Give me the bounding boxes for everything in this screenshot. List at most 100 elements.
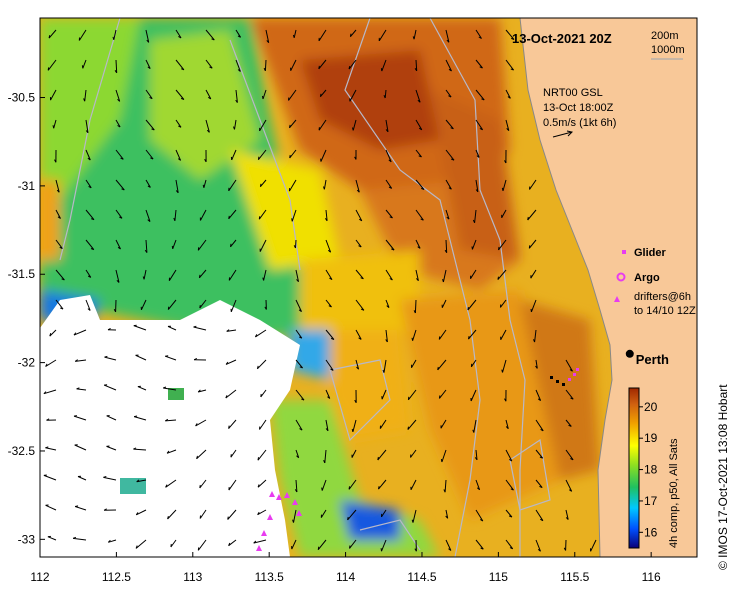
current-vector bbox=[385, 329, 388, 342]
current-vector-head bbox=[356, 189, 360, 193]
current-vector bbox=[140, 299, 147, 311]
current-vector-head bbox=[163, 386, 167, 389]
current-vector bbox=[193, 326, 207, 331]
argo-legend-label: Argo bbox=[634, 272, 660, 284]
current-vector bbox=[175, 179, 179, 193]
current-vector-head bbox=[103, 508, 107, 511]
current-vector-head bbox=[474, 457, 478, 461]
current-vector-head bbox=[253, 540, 257, 544]
current-vector bbox=[55, 179, 60, 193]
current-vector bbox=[348, 59, 357, 70]
current-vector-head bbox=[87, 308, 91, 311]
current-vector bbox=[227, 509, 237, 520]
current-vector bbox=[534, 329, 537, 343]
current-vector bbox=[82, 59, 87, 69]
current-vector bbox=[228, 539, 237, 547]
current-vector-head bbox=[117, 98, 121, 102]
x-tick-label: 113.5 bbox=[255, 570, 284, 584]
current-vector-head bbox=[539, 456, 543, 459]
current-vector bbox=[115, 59, 118, 73]
current-vector bbox=[505, 539, 514, 550]
x-tick-label: 116 bbox=[642, 570, 661, 584]
current-vector-head bbox=[417, 99, 421, 103]
drifter-legend-icon bbox=[614, 296, 620, 302]
current-vector-head bbox=[329, 277, 333, 281]
current-vector bbox=[205, 29, 215, 41]
current-vector-head bbox=[147, 219, 151, 222]
current-vector-head bbox=[165, 418, 169, 422]
current-vector bbox=[85, 239, 95, 250]
current-vector bbox=[253, 539, 267, 544]
current-vector bbox=[85, 209, 95, 221]
current-vector-head bbox=[48, 35, 51, 39]
current-vector bbox=[136, 479, 147, 483]
current-vector bbox=[318, 119, 327, 131]
current-vector-head bbox=[177, 158, 181, 161]
x-tick-label: 115.5 bbox=[560, 570, 589, 584]
current-vector bbox=[441, 299, 447, 308]
current-vector bbox=[445, 239, 448, 253]
current-vector-head bbox=[535, 365, 538, 369]
current-vector bbox=[535, 389, 542, 401]
current-vector bbox=[50, 89, 57, 101]
current-vector bbox=[501, 209, 507, 219]
current-vector-head bbox=[330, 368, 334, 371]
current-vector bbox=[317, 539, 327, 551]
current-vector bbox=[115, 179, 125, 191]
colorbar-tick-label: 19 bbox=[644, 431, 658, 445]
current-vector bbox=[352, 419, 357, 433]
current-vector-head bbox=[133, 447, 137, 450]
current-vector-head bbox=[327, 249, 331, 253]
current-vector-head bbox=[440, 459, 443, 463]
current-vector bbox=[475, 479, 481, 490]
drifter-legend-label-2: to 14/10 12Z bbox=[634, 305, 696, 317]
current-vector bbox=[475, 149, 480, 158]
current-vector-head bbox=[262, 277, 265, 281]
current-vector-head bbox=[323, 186, 325, 190]
current-vector-head bbox=[43, 391, 47, 395]
current-vector bbox=[74, 506, 87, 511]
x-tick-label: 114 bbox=[336, 570, 355, 584]
current-vector bbox=[259, 419, 267, 430]
current-vector-head bbox=[237, 69, 241, 72]
current-vector-head bbox=[298, 336, 303, 339]
current-vector-head bbox=[511, 37, 515, 40]
current-vector bbox=[445, 119, 454, 130]
current-vector bbox=[497, 269, 507, 280]
current-vector bbox=[349, 89, 357, 102]
current-vector bbox=[43, 389, 57, 395]
x-axis: 112 112.5 113 113.5 114 114.5 115 115.5 116 bbox=[30, 552, 661, 584]
current-vector-head bbox=[478, 36, 482, 39]
current-vector-head bbox=[149, 96, 153, 100]
current-vector-head bbox=[208, 96, 212, 100]
current-vector-head bbox=[257, 156, 260, 160]
current-vector bbox=[565, 359, 573, 372]
current-vector bbox=[55, 209, 61, 219]
current-vector bbox=[85, 179, 92, 189]
current-vector bbox=[55, 269, 65, 281]
current-vector-head bbox=[199, 305, 201, 309]
current-vector bbox=[133, 325, 147, 331]
current-vector-head bbox=[383, 95, 386, 99]
argo-legend-icon bbox=[616, 272, 626, 282]
current-vector-head bbox=[298, 309, 302, 313]
current-vector bbox=[103, 476, 117, 481]
current-vector-head bbox=[116, 279, 120, 283]
current-vector bbox=[198, 389, 207, 393]
current-vector bbox=[355, 269, 364, 280]
current-vector bbox=[174, 209, 177, 221]
current-vector bbox=[115, 209, 123, 219]
current-vector bbox=[135, 539, 147, 549]
current-vector-head bbox=[178, 35, 182, 39]
current-vector bbox=[414, 299, 417, 314]
current-vector bbox=[257, 509, 267, 516]
current-vector-head bbox=[354, 156, 357, 160]
current-vector bbox=[295, 329, 303, 339]
current-vector-head bbox=[135, 512, 139, 516]
current-vector bbox=[75, 359, 87, 362]
current-vector-head bbox=[117, 246, 121, 250]
land-area bbox=[520, 18, 697, 557]
current-vector bbox=[320, 149, 327, 162]
current-vector bbox=[410, 449, 417, 458]
current-vector bbox=[106, 415, 117, 421]
